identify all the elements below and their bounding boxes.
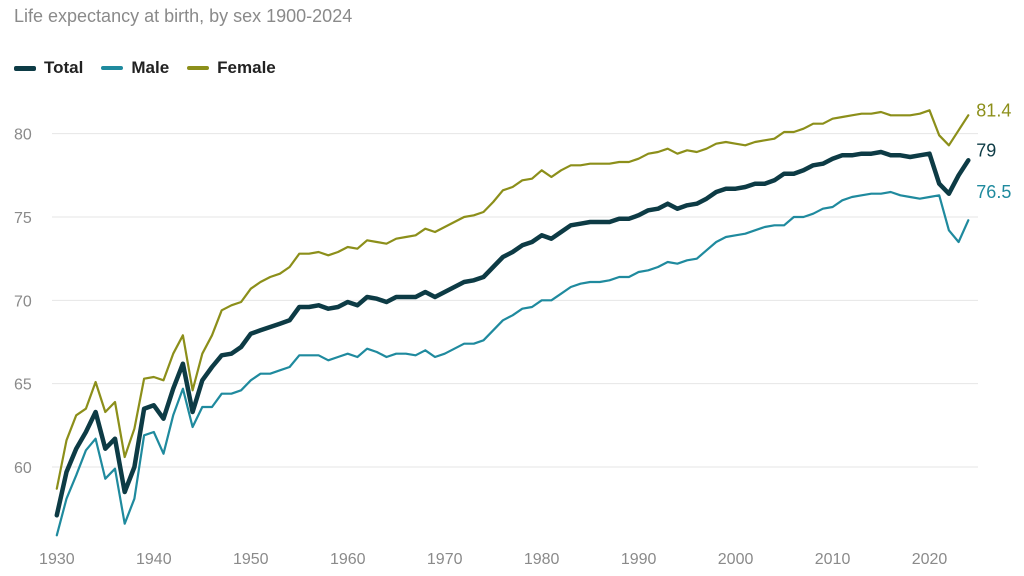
y-tick-label: 60: [14, 460, 32, 477]
legend-label-female: Female: [217, 58, 276, 77]
chart-title: Life expectancy at birth, by sex 1900-20…: [14, 6, 353, 26]
legend-item-female: Female: [187, 58, 276, 78]
y-tick-label: 65: [14, 377, 32, 394]
legend-label-total: Total: [44, 58, 84, 77]
series-line-male: [55, 190, 970, 537]
legend-item-male: Male: [101, 58, 169, 78]
x-tick-label: 1940: [136, 551, 172, 568]
chart-legend: Total Male Female: [14, 58, 276, 78]
x-tick-label: 1970: [427, 551, 463, 568]
y-tick-label: 70: [14, 293, 32, 310]
legend-swatch-female: [187, 66, 210, 70]
x-tick-label: 2010: [815, 551, 851, 568]
y-tick-label: 75: [14, 210, 32, 227]
series-line-female: [55, 109, 970, 490]
x-tick-label: 1990: [621, 551, 657, 568]
x-tick-label: 2000: [718, 551, 754, 568]
axis-ticks: 60 65 70 75 80 1930 1940 1950 1960 1970 1980 1990 20…: [14, 127, 947, 568]
x-tick-label: 1980: [524, 551, 560, 568]
end-label-total: 79: [976, 140, 996, 160]
legend-label-male: Male: [131, 58, 170, 77]
series-line-total: [54, 149, 971, 518]
gridlines: [52, 133, 978, 468]
x-tick-label: 1950: [233, 551, 269, 568]
end-label-female: 81.4: [976, 100, 1011, 120]
legend-item-total: Total: [14, 58, 83, 78]
end-labels: 76.5 81.4 79: [976, 100, 1011, 202]
legend-swatch-total: [14, 65, 36, 71]
y-tick-label: 80: [14, 127, 32, 144]
legend-swatch-male: [101, 66, 124, 70]
x-tick-label: 1960: [330, 551, 366, 568]
x-tick-label: 1930: [39, 551, 75, 568]
x-tick-label: 2020: [912, 551, 948, 568]
series-lines: [54, 109, 971, 537]
end-label-male: 76.5: [976, 182, 1011, 202]
